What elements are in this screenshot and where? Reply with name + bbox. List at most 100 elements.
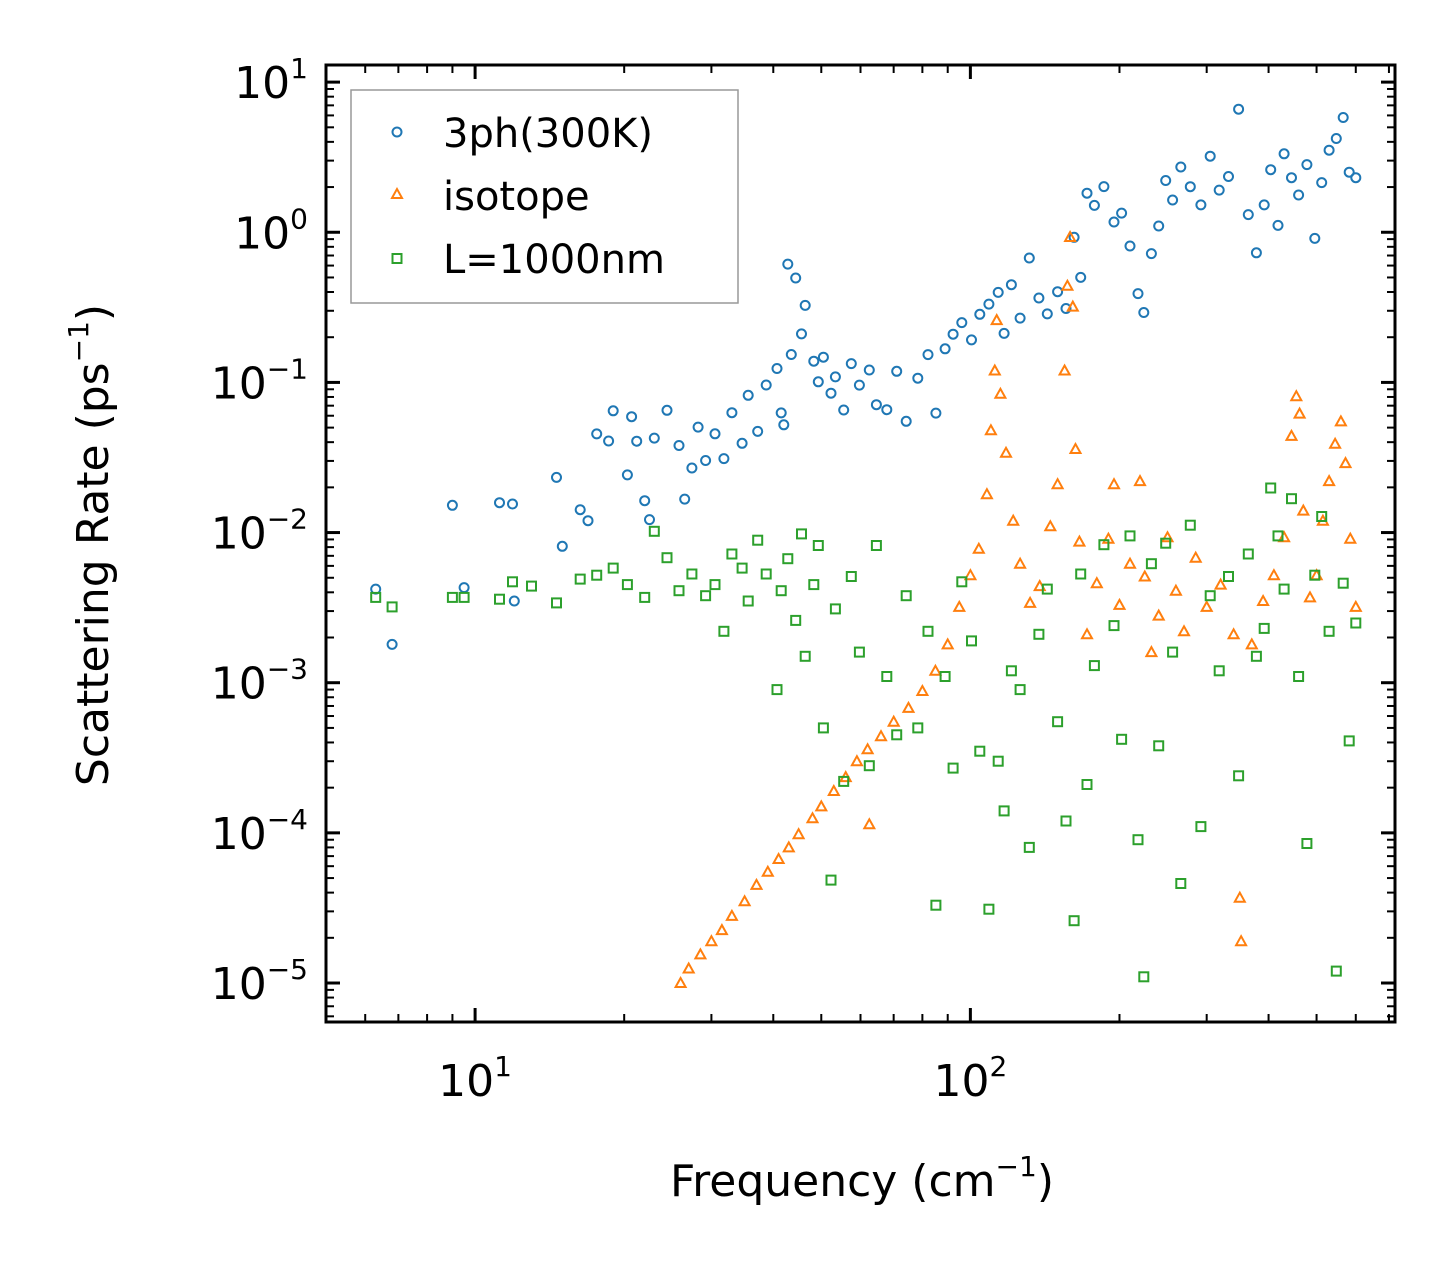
data-point: [661, 404, 673, 416]
data-point: [1284, 428, 1299, 441]
data-point: [1014, 312, 1026, 324]
data-point: [1145, 248, 1157, 260]
data-point: [1258, 622, 1270, 634]
data-point: [983, 903, 995, 915]
data-point: [526, 580, 537, 592]
data-point: [1343, 531, 1357, 544]
data-point: [1169, 583, 1183, 596]
data-point: [993, 386, 1008, 399]
data-point: [1204, 590, 1216, 602]
data-point: [1081, 187, 1093, 199]
series-0: [370, 103, 1362, 650]
data-point: [1267, 568, 1281, 581]
data-point: [827, 783, 841, 796]
data-point: [752, 534, 764, 546]
legend-label-3ph: 3ph(300K): [443, 111, 653, 157]
x-tick-label: 101: [438, 1050, 512, 1107]
data-point: [874, 729, 888, 742]
data-point: [1258, 199, 1270, 211]
data-point: [700, 455, 712, 466]
data-point: [956, 317, 968, 329]
data-point: [782, 258, 794, 270]
data-point: [679, 493, 691, 505]
data-point: [749, 877, 764, 890]
data-point: [1132, 288, 1144, 300]
data-point: [1066, 299, 1080, 312]
data-point: [1184, 519, 1196, 531]
data-point: [760, 568, 772, 580]
data-point: [915, 683, 930, 696]
data-point: [742, 595, 754, 607]
data-point: [817, 722, 829, 734]
data-point: [1278, 583, 1290, 595]
data-point: [1328, 436, 1342, 449]
data-point: [1043, 519, 1057, 532]
data-point: [644, 514, 655, 526]
data-point: [1250, 247, 1262, 259]
data-point: [799, 299, 811, 311]
data-point: [974, 745, 986, 757]
data-point: [386, 601, 398, 613]
legend-marker-square: [391, 253, 403, 264]
data-point: [582, 515, 594, 527]
data-point: [1052, 286, 1064, 298]
data-point: [1256, 593, 1270, 606]
data-point: [1316, 177, 1328, 189]
data-point: [785, 349, 797, 360]
data-point: [726, 407, 738, 419]
data-point: [782, 553, 794, 565]
data-point: [966, 635, 977, 647]
data-point: [1108, 620, 1120, 632]
x-axis-label-end: ): [1037, 1156, 1054, 1207]
data-point: [999, 445, 1013, 458]
data-point: [1153, 220, 1165, 232]
data-point: [1033, 292, 1045, 304]
data-point: [1153, 740, 1165, 752]
data-point: [922, 349, 934, 361]
data-point: [1041, 583, 1053, 595]
data-point: [1278, 148, 1290, 160]
y-tick-label: 10−2: [211, 503, 308, 560]
data-point: [1213, 184, 1225, 196]
data-point: [791, 827, 806, 840]
data-point: [715, 923, 729, 936]
data-point: [1167, 194, 1179, 206]
data-point: [673, 975, 688, 988]
data-point: [1152, 608, 1166, 621]
y-tick-label: 10−5: [211, 953, 308, 1010]
data-point: [853, 379, 865, 391]
data-point: [838, 404, 850, 416]
data-point: [863, 760, 875, 772]
data-point: [1265, 482, 1277, 494]
data-point: [1081, 779, 1093, 790]
legend-marker-triangle: [390, 186, 404, 199]
data-point: [887, 714, 901, 727]
series-1: [673, 229, 1363, 988]
data-point: [700, 590, 712, 602]
data-point: [829, 603, 841, 615]
series-2: [370, 482, 1362, 983]
data-point: [778, 419, 790, 431]
data-point: [1343, 166, 1355, 178]
data-point: [692, 421, 704, 433]
data-point: [1292, 406, 1307, 419]
data-point: [704, 934, 719, 947]
data-point: [1112, 597, 1127, 610]
data-point: [458, 591, 470, 603]
data-point: [775, 585, 787, 597]
data-point: [639, 495, 651, 507]
data-point: [1090, 576, 1104, 589]
data-point: [607, 562, 619, 574]
data-point: [621, 579, 633, 591]
data-point: [881, 671, 893, 682]
data-point: [1133, 474, 1147, 487]
data-point: [1242, 548, 1254, 560]
data-point: [901, 700, 916, 713]
data-point: [1124, 530, 1136, 542]
data-point: [912, 372, 924, 384]
data-point: [817, 351, 829, 363]
data-point: [1330, 133, 1342, 144]
data-point: [709, 428, 721, 440]
data-point: [1245, 637, 1259, 650]
